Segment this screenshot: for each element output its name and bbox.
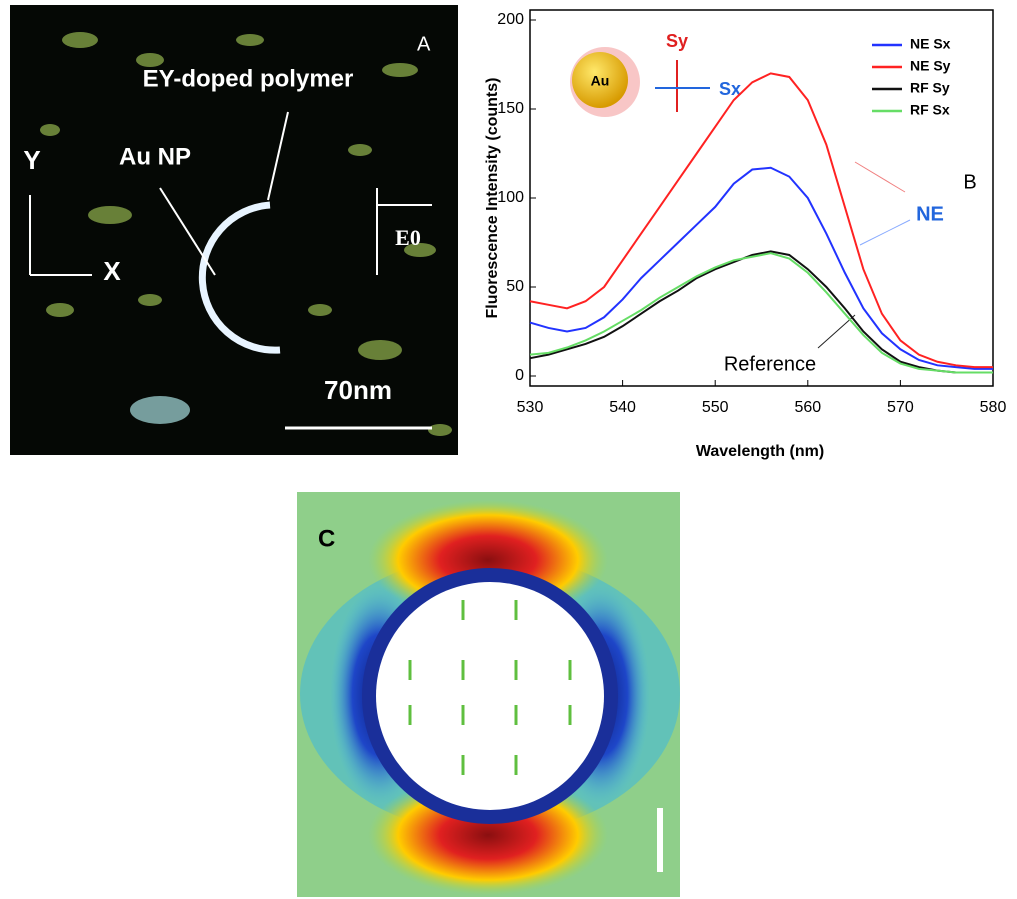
x-tick-label: 580 [980, 399, 1007, 416]
axis-label: Y [23, 145, 40, 175]
x-tick-label: 540 [609, 399, 636, 416]
legend-label: NE Sx [910, 36, 951, 52]
panel-c: C [297, 492, 680, 897]
x-axis-title: Wavelength (nm) [696, 443, 824, 460]
annotation: Reference [724, 353, 816, 375]
y-tick-label: 0 [515, 367, 524, 384]
x-tick-label: 550 [702, 399, 729, 416]
y-tick-label: 150 [497, 100, 524, 117]
x-tick-label: 560 [794, 399, 821, 416]
axis-label: X [103, 256, 121, 286]
annotation: Au NP [119, 143, 191, 170]
annotation: Au [591, 73, 610, 89]
legend-label: RF Sx [910, 102, 950, 118]
panel-a: A EY-doped polymer Au NP Y X E0 70nm [10, 5, 458, 455]
pointer-lines [818, 162, 910, 348]
y-tick-label: 200 [497, 11, 524, 28]
x-tick-label: 530 [517, 399, 544, 416]
polarization-arrows [655, 60, 710, 112]
annotation: EY-doped polymer [143, 65, 354, 92]
y-tick-label: 50 [506, 278, 524, 295]
x-tick-label: 570 [887, 399, 914, 416]
legend-label: RF Sy [910, 80, 950, 96]
nanoparticle [376, 582, 604, 810]
panel-label: C [318, 525, 335, 552]
panel-b: Au Sy Sx B NE Reference Wavelength (nm) … [484, 10, 1006, 460]
y-tick-label: 100 [497, 189, 524, 206]
figure: A EY-doped polymer Au NP Y X E0 70nm Au … [0, 0, 1017, 899]
legend-label: NE Sy [910, 58, 951, 74]
annotation: Sy [666, 31, 688, 51]
panel-label: A [417, 33, 431, 55]
scale-label: 70nm [324, 375, 392, 405]
annotation: NE [916, 203, 944, 225]
field-label: E0 [395, 225, 421, 250]
panel-label: B [963, 171, 976, 193]
